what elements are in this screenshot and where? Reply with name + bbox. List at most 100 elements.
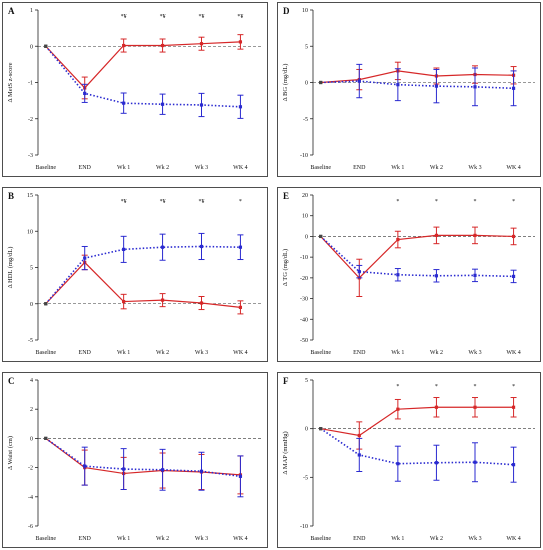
- significance-marker: *: [435, 384, 438, 390]
- data-point: [199, 42, 204, 46]
- y-tick-label: -4: [28, 495, 33, 501]
- significance-marker: *¥: [121, 199, 127, 205]
- data-point: [199, 469, 204, 473]
- y-axis-label: Δ MAP (mmHg): [282, 431, 289, 474]
- x-tick-label: Wk 2: [156, 165, 169, 171]
- y-tick-label: -50: [300, 338, 308, 344]
- y-tick-label: -10: [300, 153, 308, 159]
- y-tick-label: 10: [302, 214, 308, 220]
- x-tick-label: Wk 3: [468, 536, 481, 542]
- data-point: [511, 405, 516, 409]
- y-tick-label: 5: [305, 378, 308, 384]
- x-tick-label: END: [353, 536, 366, 542]
- y-tick-label: -10: [300, 524, 308, 530]
- y-tick-label: 0: [30, 436, 33, 442]
- y-tick-label: -1: [28, 81, 33, 87]
- panel-border: [277, 187, 541, 362]
- data-point: [357, 433, 361, 438]
- panel-border: [277, 2, 541, 177]
- x-tick-label: Baseline: [310, 536, 331, 542]
- series-red: [44, 254, 244, 315]
- data-point: [319, 234, 323, 239]
- data-point: [238, 40, 243, 44]
- data-point: [396, 273, 400, 277]
- panel-border: [2, 187, 268, 362]
- x-tick-label: Wk 1: [117, 165, 130, 171]
- data-point: [434, 274, 439, 278]
- data-point: [122, 247, 126, 251]
- x-tick-label: Wk 2: [430, 350, 443, 356]
- y-tick-label: 0: [305, 427, 308, 433]
- data-point: [511, 274, 516, 279]
- data-point: [434, 461, 439, 465]
- y-axis-label: Δ MetS z-score: [7, 62, 14, 102]
- data-point: [122, 101, 126, 105]
- data-point: [83, 91, 87, 95]
- data-point: [396, 407, 400, 411]
- x-tick-label: WK 4: [233, 536, 248, 542]
- y-tick-label: -6: [28, 524, 33, 530]
- y-tick-label: -40: [300, 317, 308, 323]
- data-point: [199, 301, 204, 305]
- significance-marker: *: [474, 384, 477, 390]
- x-tick-label: Wk 3: [468, 350, 481, 356]
- significance-marker: *: [239, 199, 242, 205]
- x-tick-label: Wk 3: [195, 536, 208, 542]
- x-tick-label: Wk 3: [195, 165, 208, 171]
- x-tick-label: Wk 1: [391, 536, 404, 542]
- panel-c: C -6 -4 -2 0 2 4 Δ Waist (cm) Baseline END Wk 1 Wk …: [2, 372, 268, 548]
- panel-border: [277, 372, 541, 548]
- x-tick-label: Wk 1: [391, 350, 404, 356]
- series-red: [319, 226, 517, 297]
- x-tick-label: Wk 3: [468, 165, 481, 171]
- x-tick-label: WK 4: [233, 165, 248, 171]
- significance-marker: *: [512, 384, 515, 390]
- series-blue: [44, 44, 244, 119]
- series-line: [45, 41, 241, 89]
- data-point: [160, 468, 165, 472]
- series-blue: [319, 427, 517, 483]
- x-tick-label: END: [79, 350, 92, 356]
- x-tick-label: Wk 1: [117, 350, 130, 356]
- data-point: [238, 474, 243, 478]
- significance-marker: *: [474, 199, 477, 205]
- y-tick-label: 5: [30, 266, 33, 272]
- panel-label: D: [283, 6, 290, 16]
- data-point: [434, 233, 439, 237]
- significance-marker: *: [396, 384, 399, 390]
- panel-label: A: [8, 6, 15, 16]
- x-tick-label: Baseline: [310, 165, 331, 171]
- series-red: [44, 34, 244, 100]
- panel-border: [2, 372, 268, 548]
- x-tick-label: Wk 2: [430, 536, 443, 542]
- x-tick-label: END: [353, 350, 366, 356]
- data-point: [357, 453, 361, 457]
- y-tick-label: 4: [30, 378, 33, 384]
- x-tick-label: END: [79, 165, 92, 171]
- panel-e: E -50 -40 -30 -20 -10 0 10 20 Δ TG (mg/dL) Baselin…: [277, 187, 541, 362]
- series-line: [45, 437, 241, 478]
- data-point: [473, 273, 477, 277]
- data-point: [199, 244, 204, 249]
- series-red: [319, 397, 517, 450]
- panel-label: F: [283, 376, 289, 386]
- data-point: [122, 43, 126, 48]
- series-blue: [44, 436, 244, 498]
- y-tick-label: -30: [300, 297, 308, 303]
- series-line: [45, 437, 241, 476]
- series-blue: [319, 234, 517, 284]
- series-blue: [319, 63, 517, 107]
- x-tick-label: Baseline: [35, 165, 56, 171]
- series-line: [45, 261, 241, 308]
- series-red: [319, 61, 517, 91]
- y-tick-label: 15: [27, 193, 33, 199]
- panel-label: E: [283, 191, 289, 201]
- significance-marker: *: [396, 199, 399, 205]
- data-point: [357, 270, 361, 274]
- y-tick-label: -3: [28, 153, 33, 159]
- x-tick-label: Wk 2: [156, 536, 169, 542]
- y-tick-label: 2: [30, 407, 33, 413]
- series-line: [45, 245, 241, 305]
- data-point: [434, 405, 439, 409]
